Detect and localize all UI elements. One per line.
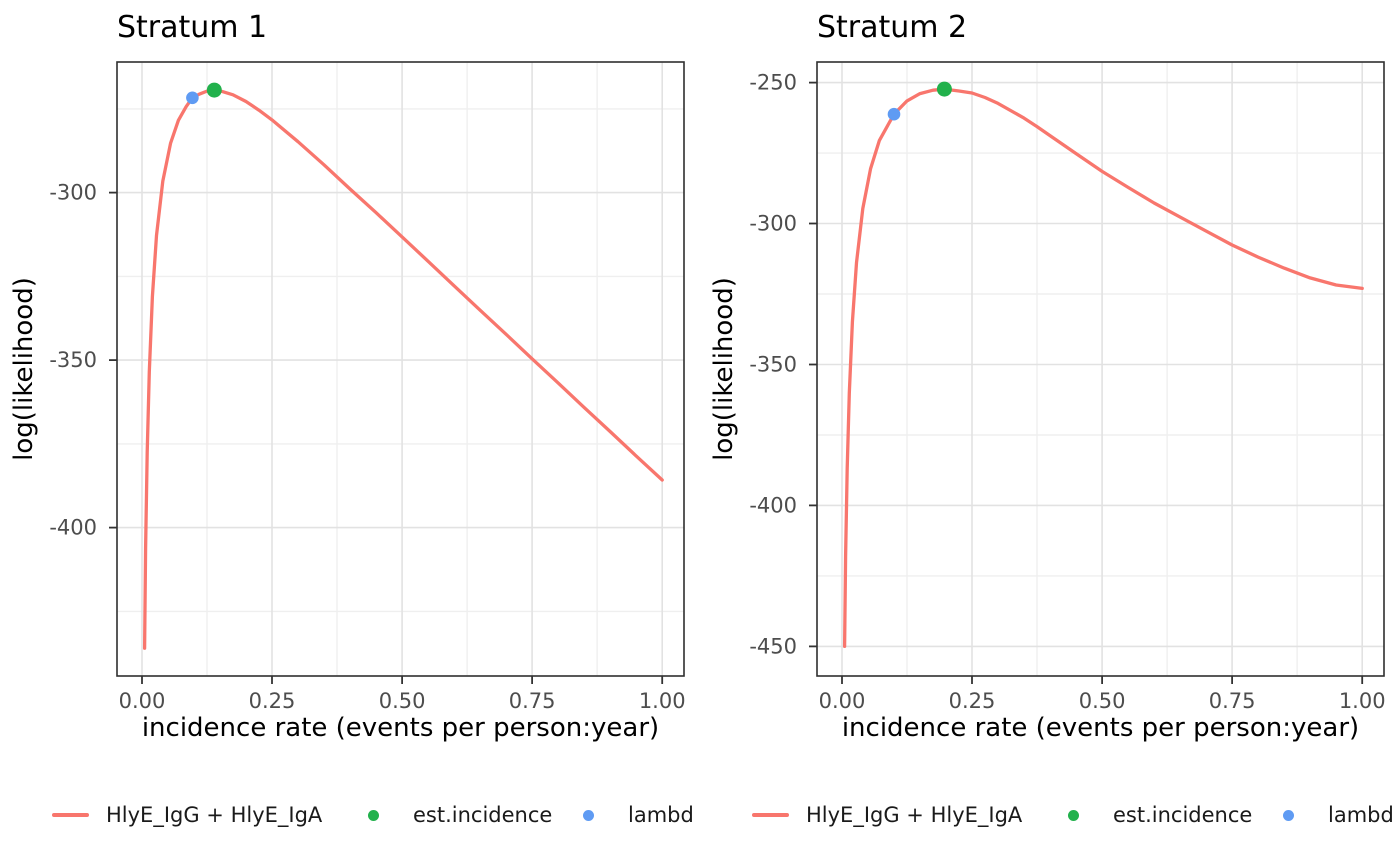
plot-title-stratum-1: Stratum 1 xyxy=(117,10,268,45)
x-tick-label: 0.50 xyxy=(1079,689,1126,713)
x-tick-label: 0.50 xyxy=(379,689,426,713)
legend-est-dot-icon xyxy=(1068,810,1079,821)
y-axis-title: log(likelihood) xyxy=(709,277,739,461)
x-axis-title: incidence rate (events per person:year) xyxy=(841,713,1360,743)
panel-stratum-1: 0.00 0.25 0.50 0.75 1.00 -300 -350 -400 xyxy=(49,61,686,713)
est.incidence-point xyxy=(936,81,952,97)
y-tick-label: -300 xyxy=(749,212,797,236)
legend-series-label: HlyE_IgG + HlyE_IgA xyxy=(106,803,323,827)
panel-border xyxy=(116,61,685,677)
panel-stratum-2: 0.00 0.25 0.50 0.75 1.00 -250 -300 -350 -400 -450 xyxy=(749,61,1386,713)
lambda-point xyxy=(887,107,901,121)
y-tick-label: -400 xyxy=(749,493,797,517)
x-tick-label: 1.00 xyxy=(1339,689,1386,713)
x-tick-label: 0.75 xyxy=(1209,689,1256,713)
loglik-curve xyxy=(142,88,664,650)
y-tick-label: -350 xyxy=(749,353,797,377)
x-tick-label: 0.00 xyxy=(119,689,166,713)
legend-lambda-dot-icon xyxy=(583,810,594,821)
plot-column-stratum-2: Stratum 2 0.00 0.25 0.50 0.75 1.00 -250 -300 -3… xyxy=(700,0,1400,866)
legend-lambda-label: lambd xyxy=(628,803,694,827)
y-tick-label: -450 xyxy=(749,634,797,658)
legend-lambda-dot-icon xyxy=(1283,810,1294,821)
y-axis-title: log(likelihood) xyxy=(9,277,39,461)
legend-stratum-1: HlyE_IgG + HlyE_IgA est.incidence lambd xyxy=(0,795,700,835)
legend-line-key-icon xyxy=(52,813,89,817)
legend-lambda-label: lambd xyxy=(1328,803,1394,827)
legend-series-label: HlyE_IgG + HlyE_IgA xyxy=(806,803,1023,827)
lambda-point xyxy=(186,91,199,105)
x-tick-label: 0.25 xyxy=(249,689,296,713)
y-tick-label: -300 xyxy=(49,181,97,205)
legend-line-key-icon xyxy=(752,813,789,817)
panel-border xyxy=(816,61,1385,677)
x-tick-label: 0.75 xyxy=(509,689,556,713)
legend-est-label: est.incidence xyxy=(1113,803,1253,827)
x-tick-label: 1.00 xyxy=(639,689,686,713)
est.incidence-point xyxy=(206,82,222,98)
x-axis-title: incidence rate (events per person:year) xyxy=(141,713,660,743)
legend-stratum-2: HlyE_IgG + HlyE_IgA est.incidence lambd xyxy=(700,795,1400,835)
legend-est-label: est.incidence xyxy=(413,803,553,827)
y-tick-label: -250 xyxy=(749,71,797,95)
legend-est-dot-icon xyxy=(368,810,379,821)
loglik-curve xyxy=(842,87,1364,649)
x-tick-label: 0.00 xyxy=(819,689,866,713)
y-tick-label: -400 xyxy=(49,516,97,540)
y-tick-label: -350 xyxy=(49,348,97,372)
plot-column-stratum-1: Stratum 1 0.00 0.25 0.50 0.75 1.00 -300 -350 -4… xyxy=(0,10,700,835)
x-tick-label: 0.25 xyxy=(949,689,996,713)
plot-title-stratum-2: Stratum 2 xyxy=(817,10,968,45)
